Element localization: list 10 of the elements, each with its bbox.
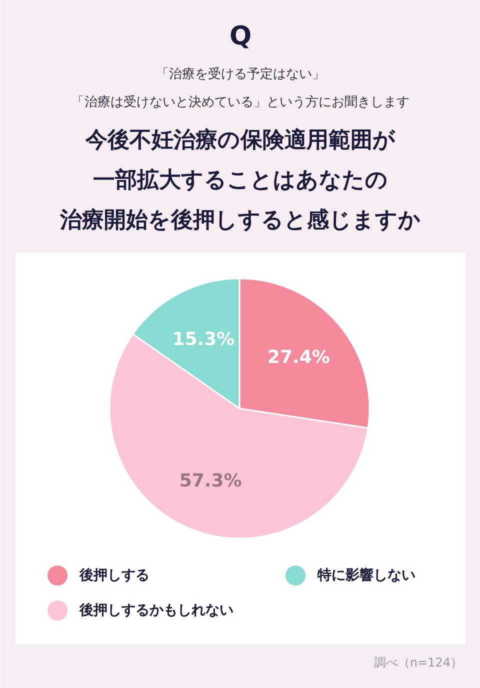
data-label: 57.3% bbox=[179, 470, 242, 492]
legend-label: 後押しするかもしれない bbox=[78, 602, 234, 618]
text: Q bbox=[229, 22, 252, 52]
data-label: 15.3% bbox=[172, 328, 235, 350]
data-label: 27.4% bbox=[267, 347, 330, 368]
text: 調べ（n=124） bbox=[374, 656, 463, 670]
legend-label: 特に影響しない bbox=[316, 566, 416, 584]
legend-label: 後押しする bbox=[78, 568, 150, 584]
chart-subtitle: 「治療を受ける予定はない」「治療は受けないと決めている」という方にお聞きします bbox=[72, 67, 410, 110]
chart-title: 今後不妊治療の保険適用範囲が一部拡大することはあなたの治療開始を後押しすると感じますか bbox=[59, 127, 421, 233]
